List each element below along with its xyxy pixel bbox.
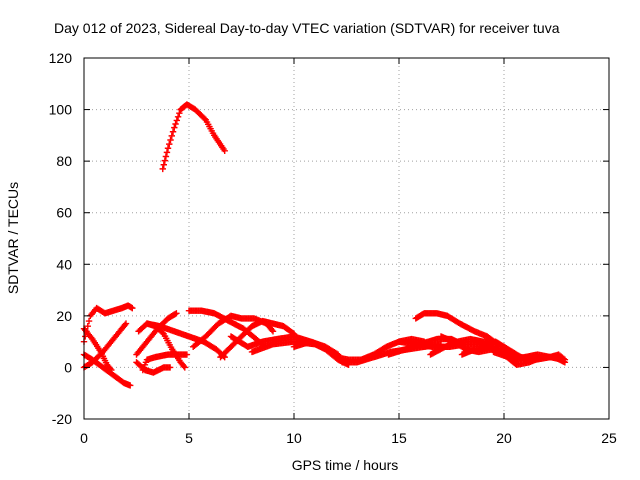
data-point <box>122 320 130 327</box>
data-point <box>121 321 129 329</box>
series-track-10 <box>143 320 228 361</box>
plot-frame <box>83 57 610 420</box>
series-track-27 <box>509 351 569 363</box>
data-point <box>201 115 208 122</box>
x-axis-label: GPS time / hours <box>292 457 399 473</box>
data-point <box>162 153 170 160</box>
data-point <box>129 304 136 312</box>
data-point <box>164 145 172 152</box>
x-tick-label: 25 <box>601 430 617 446</box>
data-point <box>166 364 174 371</box>
data-point <box>181 364 188 371</box>
data-point <box>107 365 114 372</box>
data-point <box>160 161 167 168</box>
data-point <box>221 147 228 155</box>
y-tick-label: 40 <box>56 256 72 272</box>
data-point <box>161 157 169 164</box>
data-point <box>159 329 166 337</box>
y-tick-label: 0 <box>64 359 72 375</box>
data-point <box>127 382 134 389</box>
axis-ticks: 0 5 10 15 20 25 -20 0 20 40 60 80 100 120 <box>49 50 617 446</box>
data-point <box>168 132 175 140</box>
series-track-13 <box>217 317 298 361</box>
data-point <box>169 128 177 135</box>
y-tick-label: 20 <box>56 308 72 324</box>
data-point <box>159 165 166 173</box>
data-point <box>174 113 182 120</box>
series-track-2 <box>80 302 136 345</box>
series-track-21 <box>412 310 501 348</box>
data-point <box>172 310 179 318</box>
series-track-3 <box>80 351 134 389</box>
data-point <box>84 322 91 330</box>
data-point <box>167 136 174 144</box>
y-axis-label: SDTVAR / TECUs <box>5 182 21 294</box>
y-tick-label: 60 <box>56 205 72 221</box>
data-point <box>108 366 115 374</box>
data-point <box>560 355 567 362</box>
y-tick-label: 80 <box>56 153 72 169</box>
data-point <box>173 310 180 317</box>
data-point <box>176 109 183 117</box>
x-tick-label: 10 <box>286 430 302 446</box>
data-point <box>180 362 187 370</box>
y-tick-label: 100 <box>49 102 73 118</box>
data-point <box>561 356 569 363</box>
x-tick-label: 20 <box>496 430 512 446</box>
data-point <box>85 317 93 325</box>
series-track-9 <box>139 351 191 374</box>
chart-title: Day 012 of 2023, Sidereal Day-to-day VTE… <box>54 20 560 36</box>
x-tick-label: 0 <box>80 430 88 446</box>
series-track-6 <box>133 359 174 376</box>
data-point <box>269 328 277 335</box>
data-point <box>171 124 178 131</box>
data-point <box>268 326 276 334</box>
y-tick-label: 120 <box>49 50 73 66</box>
data-layer <box>80 101 569 389</box>
series-track-8 <box>133 310 180 358</box>
data-point <box>173 117 181 124</box>
series-track-1 <box>159 101 228 173</box>
y-tick-label: -20 <box>52 411 72 427</box>
data-point <box>166 140 173 148</box>
series-track-19 <box>385 335 466 358</box>
series-track-5 <box>80 325 115 374</box>
data-point <box>183 351 191 358</box>
x-tick-label: 15 <box>391 430 407 446</box>
data-point <box>163 149 171 156</box>
series-track-12 <box>190 312 277 350</box>
data-point <box>172 120 179 128</box>
x-tick-label: 5 <box>185 430 193 446</box>
